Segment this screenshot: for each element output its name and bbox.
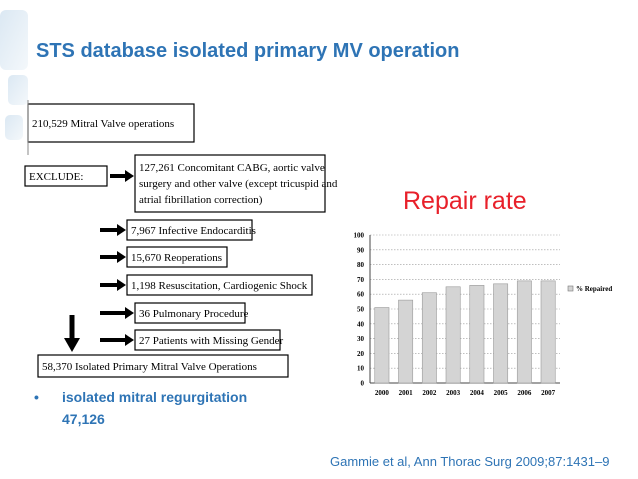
y-tick-label: 20	[357, 350, 365, 358]
bar	[469, 285, 485, 384]
arrow-head	[64, 338, 80, 352]
chart-heading: Repair rate	[403, 187, 527, 215]
x-tick-label: 2005	[494, 389, 509, 397]
flow-box	[134, 302, 246, 324]
x-tick-label: 2000	[375, 389, 390, 397]
decor	[8, 75, 28, 105]
y-tick-label: 60	[357, 291, 365, 299]
y-tick-label: 40	[357, 320, 365, 328]
bar	[398, 299, 414, 384]
x-tick-label: 2002	[422, 389, 437, 397]
y-tick-label: 10	[357, 365, 365, 373]
flow-text: surgery and other valve (except tricuspi…	[139, 178, 338, 190]
y-tick-label: 100	[354, 232, 365, 240]
decor	[5, 115, 23, 140]
y-tick-label: 30	[357, 335, 365, 343]
bar	[516, 280, 532, 384]
x-tick-label: 2007	[541, 389, 556, 397]
flowchart: 210,529 Mitral Valve operations EXCLUDE: 1…	[24, 100, 338, 378]
arrow-head	[125, 307, 134, 319]
flow-text: 1,198 Resuscitation, Cardiogenic Shock	[131, 280, 308, 292]
bullet-text: isolated mitral regurgitation	[62, 389, 247, 405]
bar	[493, 283, 509, 384]
bar	[445, 286, 461, 384]
x-tick-label: 2004	[470, 389, 485, 397]
flow-box	[126, 274, 313, 296]
bar-chart: 0 10 20 30 40 50 60 70 80 90 100 % Repaired 2000 2001…	[354, 232, 613, 398]
arrow-head	[117, 251, 126, 263]
flow-text: 15,670 Reoperations	[131, 252, 222, 264]
x-tick-label: 2006	[517, 389, 532, 397]
flow-text: atrial fibrillation correction)	[139, 194, 263, 206]
flow-text: 127,261 Concomitant CABG, aortic valve	[139, 162, 325, 174]
flow-box	[24, 165, 108, 187]
flow-text: 7,967 Infective Endocarditis	[131, 225, 256, 237]
flow-box	[126, 246, 228, 268]
legend-swatch	[567, 285, 574, 292]
bar	[540, 280, 556, 384]
flow-text: 36 Pulmonary Procedure	[139, 308, 248, 320]
arrow-head	[125, 334, 134, 346]
flow-box	[37, 354, 289, 378]
y-tick-label: 80	[357, 261, 365, 269]
y-tick-label: 90	[357, 246, 365, 254]
flow-box	[134, 154, 326, 213]
citation: Gammie et al, Ann Thorac Surg 2009;87:14…	[330, 454, 609, 469]
flow-box	[27, 103, 195, 143]
y-tick-label: 70	[357, 276, 365, 284]
flow-text: 210,529 Mitral Valve operations	[32, 118, 174, 130]
y-tick-label: 0	[361, 380, 365, 388]
x-tick-label: 2001	[399, 389, 414, 397]
bullet-dot: •	[34, 389, 39, 405]
decor	[0, 10, 28, 70]
flow-text: 27 Patients with Missing Gender	[139, 335, 284, 347]
slide-title: STS database isolated primary MV operati…	[36, 40, 459, 62]
bar	[374, 307, 390, 384]
bar	[421, 292, 437, 384]
bullet-text: 47,126	[62, 411, 105, 427]
arrow-head	[117, 279, 126, 291]
arrow-head	[125, 170, 134, 182]
flow-box	[126, 219, 253, 241]
flow-text: EXCLUDE:	[29, 171, 83, 183]
flow-text: 58,370 Isolated Primary Mitral Valve Ope…	[42, 361, 257, 373]
arrow-head	[117, 224, 126, 236]
x-tick-label: 2003	[446, 389, 461, 397]
y-tick-label: 50	[357, 306, 365, 314]
flow-box	[134, 329, 281, 351]
legend-label: % Repaired	[576, 285, 612, 293]
